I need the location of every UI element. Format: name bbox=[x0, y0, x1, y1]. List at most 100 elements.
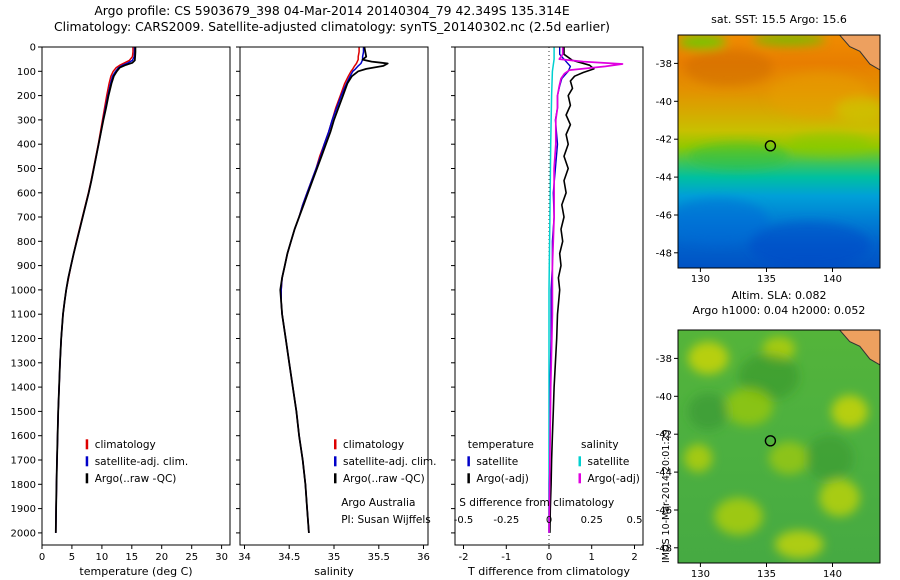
land-mass bbox=[838, 35, 880, 71]
lat-tick-label: -42 bbox=[656, 135, 672, 146]
lat-tick-label: -46 bbox=[656, 211, 672, 222]
lon-tick-label: 140 bbox=[823, 569, 842, 580]
lon-tick-label: 135 bbox=[757, 569, 776, 580]
legend-marker bbox=[334, 439, 337, 450]
lon-tick-label: 130 bbox=[691, 569, 710, 580]
lon-tick-label: 135 bbox=[757, 274, 776, 285]
legend-label: Argo(..raw -QC) bbox=[343, 473, 425, 485]
x-tick-label: 2 bbox=[631, 552, 637, 563]
depth-tick-label: 1100 bbox=[11, 310, 36, 321]
depth-tick-label: 700 bbox=[17, 213, 36, 224]
legend-marker bbox=[334, 473, 337, 484]
s-axis-tick-label: 0 bbox=[546, 515, 552, 526]
legend-label: satellite bbox=[588, 456, 630, 468]
depth-tick-label: 1000 bbox=[11, 285, 36, 296]
s-axis-tick-label: -0.25 bbox=[493, 515, 519, 526]
difference-line-1 bbox=[549, 47, 595, 533]
lat-tick-label: -40 bbox=[656, 392, 672, 403]
x-tick-label: 5 bbox=[69, 552, 75, 563]
x-tick-label: 1 bbox=[589, 552, 595, 563]
salinity-panel: 34 34.5 35 35.5 36 salinity climatology satelli… bbox=[236, 46, 436, 578]
difference-line-2 bbox=[548, 47, 555, 533]
lon-tick-label: 140 bbox=[823, 274, 842, 285]
argo-float-marker bbox=[764, 435, 777, 447]
temperature-line-2 bbox=[54, 47, 137, 533]
x-tick-label: 34.5 bbox=[278, 552, 300, 563]
depth-tick-label: 1600 bbox=[11, 431, 36, 442]
lat-tick-label: -40 bbox=[656, 97, 672, 108]
argo-float-marker bbox=[764, 140, 777, 152]
difference-line-3 bbox=[548, 47, 624, 533]
lat-tick-label: -38 bbox=[656, 354, 672, 365]
panel-annotation: salinity bbox=[581, 439, 619, 451]
lat-tick-label: -44 bbox=[656, 173, 672, 184]
legend-marker bbox=[467, 456, 470, 467]
s-axis-tick-label: 0.5 bbox=[627, 515, 643, 526]
x-tick-label: 25 bbox=[185, 552, 198, 563]
difference-panel: -2 -1 0 1 2T difference from climatology sate… bbox=[451, 46, 644, 578]
depth-tick-label: 100 bbox=[17, 67, 36, 78]
panel-annotation: PI: Susan Wijffels bbox=[341, 514, 431, 526]
x-tick-label: 15 bbox=[125, 552, 138, 563]
lat-tick-label: -46 bbox=[656, 506, 672, 517]
depth-tick-label: 800 bbox=[17, 237, 36, 248]
depth-tick-label: 300 bbox=[17, 115, 36, 126]
legend-marker bbox=[467, 473, 470, 484]
lat-tick-label: -48 bbox=[656, 543, 672, 554]
lat-tick-label: -38 bbox=[656, 59, 672, 70]
sst-map-title: sat. SST: 15.5 Argo: 15.6 bbox=[711, 13, 847, 26]
depth-tick-label: 500 bbox=[17, 164, 36, 175]
sla-map: 130 135 140 -38 -40 -42 -44 -46 -48 bbox=[656, 329, 881, 580]
x-tick-label: 0 bbox=[39, 552, 45, 563]
legend-label: Argo(-adj) bbox=[588, 473, 640, 485]
sla-map-border bbox=[677, 329, 881, 564]
depth-tick-label: 400 bbox=[17, 140, 36, 151]
x-tick-label: 34 bbox=[238, 552, 251, 563]
legend-label: Argo(..raw -QC) bbox=[95, 473, 177, 485]
x-tick-label: 0 bbox=[546, 552, 552, 563]
sla-map-title: Altim. SLA: 0.082 bbox=[731, 289, 827, 302]
x-tick-label: -2 bbox=[459, 552, 469, 563]
lon-tick-label: 130 bbox=[691, 274, 710, 285]
legend-marker bbox=[85, 473, 89, 484]
legend-label: climatology bbox=[95, 439, 156, 451]
panel-annotation: Argo Australia bbox=[341, 497, 415, 509]
x-axis-label: T difference from climatology bbox=[467, 565, 630, 578]
depth-tick-label: 0 bbox=[30, 43, 36, 54]
s-axis-label: S difference from climatology bbox=[459, 497, 614, 509]
temperature-panel: 0 5 10 15 20 25 300100200300400500600700800900… bbox=[11, 43, 231, 578]
lat-tick-label: -42 bbox=[656, 430, 672, 441]
imos-watermark: IMOS 10-Mar-2014 20:01:29 bbox=[661, 429, 672, 563]
x-tick-label: -1 bbox=[501, 552, 511, 563]
land-mass bbox=[838, 330, 880, 366]
x-tick-label: 10 bbox=[96, 552, 109, 563]
legend-label: Argo(-adj) bbox=[476, 473, 528, 485]
temperature-axes-box bbox=[41, 46, 231, 546]
sst-map-border bbox=[677, 34, 881, 269]
legend-marker bbox=[334, 456, 337, 467]
depth-tick-label: 1500 bbox=[11, 407, 36, 418]
x-tick-label: 36 bbox=[417, 552, 430, 563]
legend-marker bbox=[85, 456, 89, 467]
x-axis-label: salinity bbox=[314, 565, 354, 578]
depth-tick-label: 2000 bbox=[11, 528, 36, 539]
depth-tick-label: 600 bbox=[17, 188, 36, 199]
x-tick-label: 30 bbox=[215, 552, 228, 563]
depth-tick-label: 1200 bbox=[11, 334, 36, 345]
legend-label: climatology bbox=[343, 439, 404, 451]
figure-title: Argo profile: CS 5903679_398 04-Mar-2014… bbox=[94, 3, 570, 18]
salinity-line-2 bbox=[279, 46, 389, 533]
depth-tick-label: 1300 bbox=[11, 358, 36, 369]
x-tick-label: 35 bbox=[328, 552, 341, 563]
legend-marker bbox=[85, 439, 89, 450]
x-tick-label: 20 bbox=[155, 552, 168, 563]
legend-label: satellite-adj. clim. bbox=[95, 456, 188, 468]
depth-tick-label: 1700 bbox=[11, 456, 36, 467]
x-axis-label: temperature (deg C) bbox=[79, 565, 192, 578]
legend-marker bbox=[578, 473, 581, 484]
panel-annotation: temperature bbox=[468, 439, 534, 451]
s-axis-tick-label: 0.25 bbox=[581, 515, 603, 526]
lat-tick-label: -48 bbox=[656, 248, 672, 259]
